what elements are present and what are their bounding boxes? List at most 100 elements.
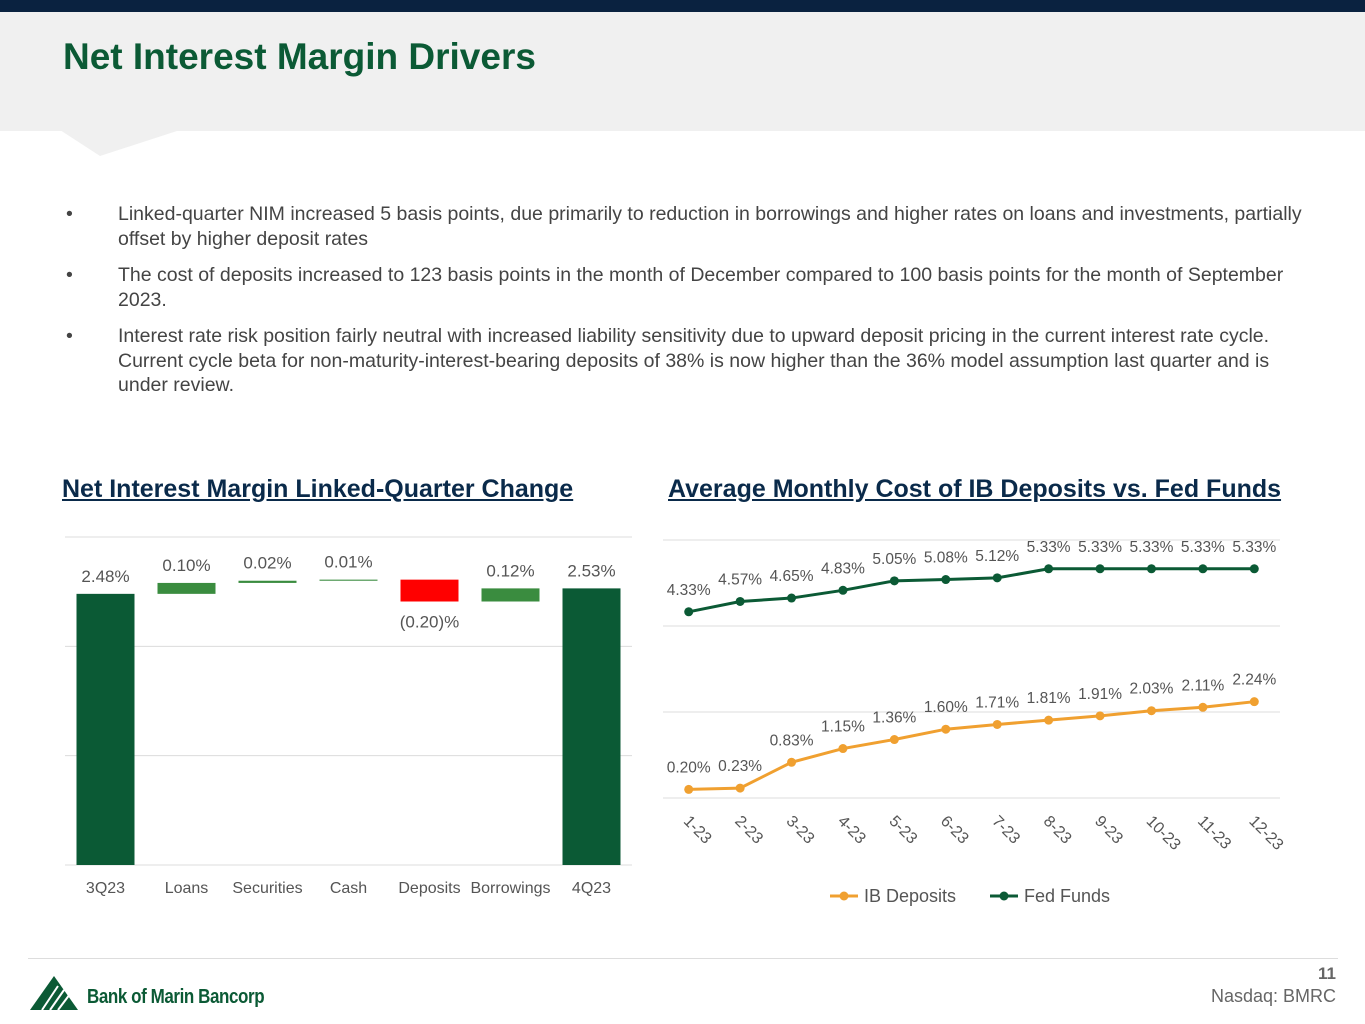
x-tick-label: 3Q23	[86, 880, 125, 897]
logo-icon	[30, 976, 78, 1011]
chart-title: Average Monthly Cost of IB Deposits vs. …	[668, 475, 1282, 503]
point	[941, 575, 951, 585]
point	[889, 735, 899, 745]
data-label: 5.05%	[872, 551, 916, 568]
point	[1198, 564, 1208, 574]
data-label: 4.33%	[667, 582, 711, 599]
x-tick-label: Borrowings	[470, 880, 550, 897]
point	[735, 596, 745, 606]
header-notch	[60, 130, 180, 156]
point	[838, 744, 848, 754]
point	[787, 593, 797, 603]
x-tick-label: 8-23	[1040, 813, 1075, 848]
legend-label: Fed Funds	[1024, 886, 1110, 906]
data-label: 0.10%	[162, 556, 210, 575]
x-tick-label: Loans	[165, 880, 209, 897]
point	[1044, 715, 1054, 725]
bullet-list: Linked-quarter NIM increased 5 basis poi…	[66, 202, 1306, 410]
x-tick-label: Deposits	[398, 880, 460, 897]
chart-title: Net Interest Margin Linked-Quarter Chang…	[62, 475, 574, 503]
x-tick-label: 1-23	[680, 813, 715, 848]
data-label: 1.91%	[1078, 686, 1122, 703]
x-tick-label: 5-23	[886, 813, 921, 848]
bullet: Interest rate risk position fairly neutr…	[66, 324, 1306, 398]
legend-label: IB Deposits	[864, 886, 956, 906]
bullet: The cost of deposits increased to 123 ba…	[66, 263, 1306, 312]
data-label: 1.36%	[872, 710, 916, 727]
bullet: Linked-quarter NIM increased 5 basis poi…	[66, 202, 1306, 251]
legend-marker	[839, 891, 849, 901]
bar	[319, 579, 378, 581]
data-label: 2.24%	[1232, 672, 1276, 689]
data-label: 4.57%	[718, 571, 762, 588]
footer-line	[28, 958, 1338, 959]
x-tick-label: 4-23	[834, 813, 869, 848]
data-label: 5.12%	[975, 548, 1019, 565]
x-tick-label: 2-23	[731, 813, 766, 848]
x-tick-label: 11-23	[1194, 813, 1234, 853]
x-tick-label: 6-23	[937, 813, 972, 848]
data-label: 0.01%	[324, 553, 372, 572]
bar	[562, 588, 621, 865]
point	[1095, 564, 1105, 574]
data-label: 4.83%	[821, 560, 865, 577]
point	[1146, 564, 1156, 574]
data-label: 1.15%	[821, 719, 865, 736]
ticker: Nasdaq: BMRC	[1210, 986, 1336, 1006]
data-label: 2.11%	[1181, 677, 1224, 694]
data-label: 5.33%	[1129, 539, 1173, 556]
bar	[481, 588, 540, 602]
x-tick-label: 7-23	[988, 813, 1023, 848]
x-tick-label: Cash	[330, 880, 367, 897]
data-label: 1.81%	[1027, 690, 1071, 707]
data-label: (0.20)%	[400, 613, 460, 632]
point	[889, 576, 899, 586]
point	[992, 719, 1002, 729]
data-label: 5.08%	[924, 550, 968, 567]
point	[1146, 706, 1156, 716]
x-tick-label: 3-23	[783, 813, 818, 848]
data-label: 2.03%	[1129, 681, 1173, 698]
legend-marker	[999, 891, 1009, 901]
data-label: 5.33%	[1181, 539, 1225, 556]
data-label: 0.12%	[486, 561, 534, 580]
point	[735, 783, 745, 793]
x-tick-label: 12-23	[1245, 813, 1286, 854]
top-bar	[0, 0, 1365, 12]
bar	[76, 593, 135, 865]
data-label: 2.48%	[81, 567, 129, 586]
data-label: 1.71%	[975, 694, 1019, 711]
data-label: 0.83%	[770, 732, 814, 749]
x-tick-label: 4Q23	[572, 880, 611, 897]
point	[1249, 564, 1259, 574]
slide-title: Net Interest Margin Drivers	[63, 36, 536, 77]
bar	[238, 580, 297, 583]
page-number: 11	[1318, 964, 1336, 983]
x-tick-label: 10-23	[1143, 813, 1184, 854]
data-label: 0.23%	[718, 758, 762, 775]
data-label: 5.33%	[1078, 539, 1122, 556]
data-label: 0.20%	[667, 759, 711, 776]
point	[1249, 697, 1259, 707]
point	[992, 573, 1002, 583]
bar	[157, 582, 216, 594]
data-label: 2.53%	[567, 561, 615, 580]
data-label: 1.60%	[924, 699, 968, 716]
data-label: 5.33%	[1232, 539, 1276, 556]
point	[1044, 564, 1054, 574]
point	[684, 784, 694, 794]
series-line	[688, 700, 1255, 791]
bar	[400, 579, 459, 602]
point	[787, 757, 797, 767]
data-label: 4.65%	[770, 568, 814, 585]
logo-text: Bank of Marin Bancorp	[87, 986, 265, 1008]
point	[1095, 711, 1105, 721]
x-tick-label: 9-23	[1091, 813, 1126, 848]
point	[1198, 702, 1208, 712]
data-label: 5.33%	[1027, 539, 1071, 556]
point	[684, 607, 694, 617]
point	[838, 585, 848, 595]
header-band	[0, 12, 1365, 131]
charts: 2.48% 3Q23 0.10% Loans 0.02% Securities 0.01% C…	[65, 536, 1286, 906]
